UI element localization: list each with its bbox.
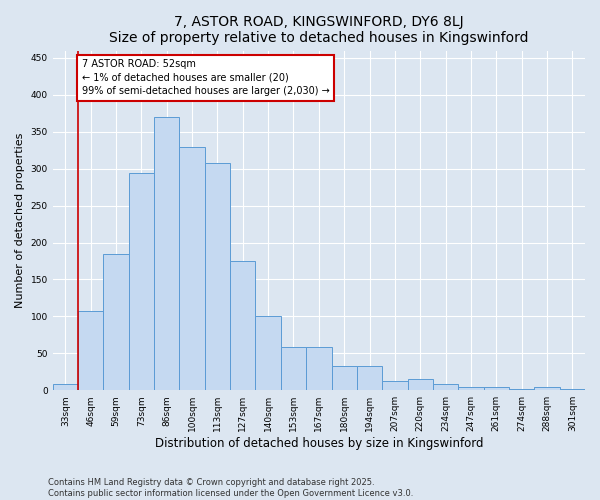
Bar [205,163,230,390]
Bar [78,311,103,390]
Bar [433,384,458,390]
Bar [332,366,357,390]
Bar [281,348,306,390]
Text: Contains HM Land Registry data © Crown copyright and database right 2025.
Contai: Contains HM Land Registry data © Crown c… [48,478,413,498]
Bar [179,146,205,390]
Bar [357,366,382,390]
Bar [256,316,281,390]
Bar [129,173,154,390]
Bar [230,261,256,390]
Bar [407,379,433,390]
Bar [306,348,332,390]
Bar [535,388,560,390]
Bar [154,117,179,390]
Bar [560,388,585,390]
Bar [103,254,129,390]
X-axis label: Distribution of detached houses by size in Kingswinford: Distribution of detached houses by size … [155,437,483,450]
Y-axis label: Number of detached properties: Number of detached properties [15,132,25,308]
Text: 7 ASTOR ROAD: 52sqm
← 1% of detached houses are smaller (20)
99% of semi-detache: 7 ASTOR ROAD: 52sqm ← 1% of detached hou… [82,60,329,96]
Bar [458,386,484,390]
Bar [382,380,407,390]
Bar [53,384,78,390]
Bar [484,386,509,390]
Title: 7, ASTOR ROAD, KINGSWINFORD, DY6 8LJ
Size of property relative to detached house: 7, ASTOR ROAD, KINGSWINFORD, DY6 8LJ Siz… [109,15,529,45]
